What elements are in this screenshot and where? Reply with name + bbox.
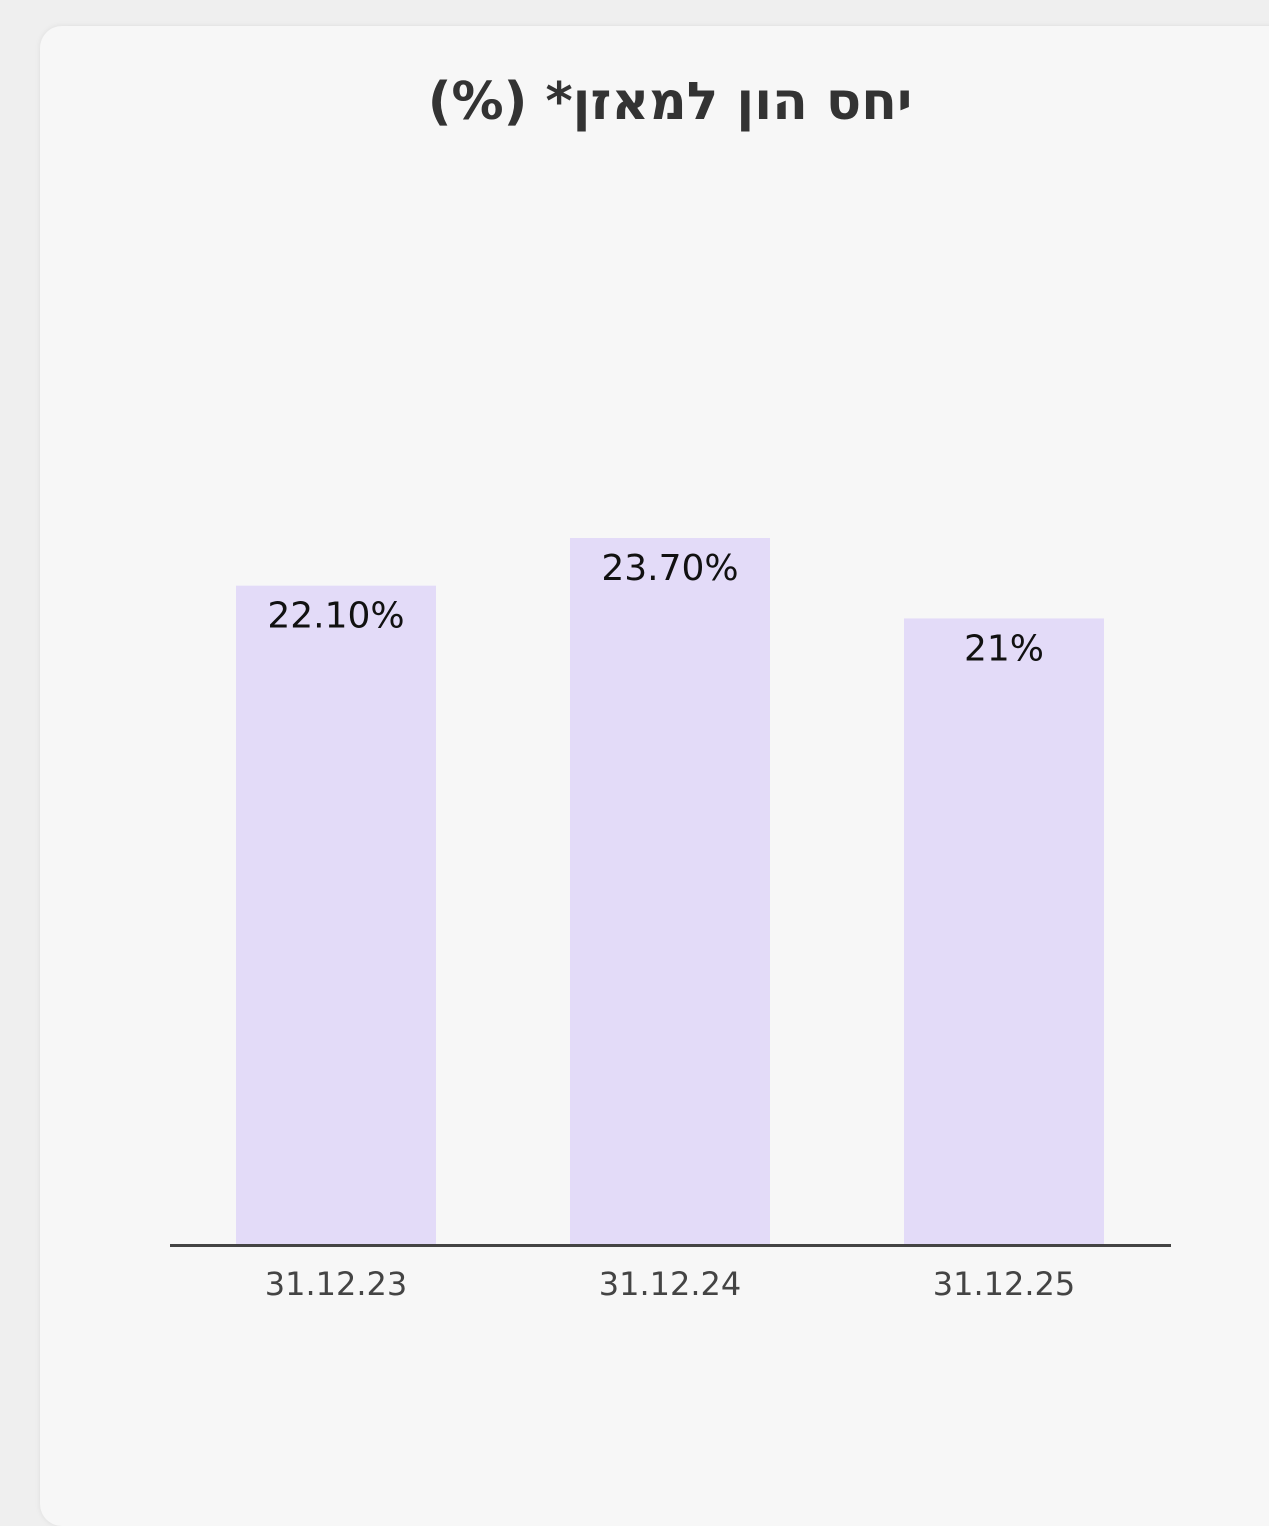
bar xyxy=(236,585,436,1244)
x-tick-label: 31.12.24 xyxy=(599,1265,742,1303)
x-tick-label: 31.12.25 xyxy=(933,1265,1076,1303)
value-label: 21% xyxy=(964,628,1044,669)
value-label: 23.70% xyxy=(601,548,738,589)
bar xyxy=(570,538,770,1244)
value-label: 22.10% xyxy=(267,596,404,637)
x-tick-label: 31.12.23 xyxy=(265,1265,408,1303)
bar xyxy=(904,618,1104,1244)
chart-title: יחס הון למאזן* (%) xyxy=(428,72,913,132)
chart: יחס הון למאזן* (%) 22.10% 31.12.23 23.70% 3… xyxy=(170,72,1171,1303)
page: יחס הון למאזן* (%) 22.10% 31.12.23 23.70% 3… xyxy=(170,72,1171,1303)
